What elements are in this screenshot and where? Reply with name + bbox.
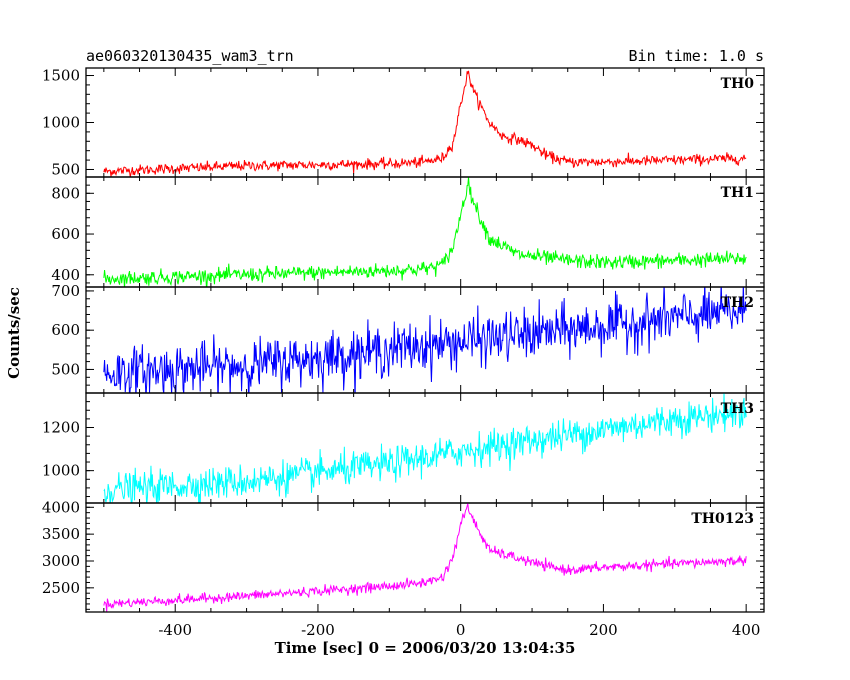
- x-axis-label: Time [sec] 0 = 2006/03/20 13:04:35: [275, 639, 576, 657]
- panel-th2: 500 600 700 TH2: [51, 282, 765, 394]
- y-tick-label: 1000: [42, 462, 80, 480]
- y-tick-label: 800: [51, 184, 80, 202]
- panel-label-th0123: TH0123: [691, 511, 754, 527]
- panel-label-th0: TH0: [721, 76, 755, 92]
- series-line-th0: [103, 70, 747, 177]
- x-axis-ticks: -400 -200 0 200 400: [158, 621, 760, 639]
- series-line-th0123: [103, 503, 747, 612]
- x-tick-label: -200: [301, 621, 335, 639]
- panel-th0123: 2500 3000 3500 4000 TH0123: [42, 498, 765, 613]
- x-tick-label: 400: [732, 621, 761, 639]
- y-tick-label: 3000: [42, 552, 80, 570]
- y-tick-label: 500: [51, 360, 80, 378]
- panel-th1: 400 600 800 TH1: [51, 176, 765, 288]
- panel-label-th1: TH1: [721, 185, 754, 201]
- y-tick-label: 500: [51, 160, 80, 178]
- x-tick-label: 200: [589, 621, 618, 639]
- series-line-th1: [103, 177, 747, 287]
- panel-label-th3: TH3: [721, 401, 754, 417]
- y-tick-label: 600: [51, 321, 80, 339]
- y-tick-label: 3500: [42, 525, 80, 543]
- panel-label-th2: TH2: [721, 295, 754, 311]
- panel-th3: 1000 1200 TH3: [42, 392, 765, 504]
- series-line-th3: [103, 393, 747, 503]
- y-tick-label: 400: [51, 266, 80, 284]
- panel-th0: 500 1000 1500 TH0: [42, 67, 765, 178]
- series-line-th2: [103, 287, 747, 393]
- y-tick-label: 2500: [42, 579, 80, 597]
- y-tick-label: 1500: [42, 67, 80, 85]
- panels-group: 500 1000 1500 TH0 400 600 800 TH1 500 600 700 TH2 10…: [42, 67, 765, 613]
- y-tick-label: 1200: [42, 419, 80, 437]
- chart-title: ae060320130435_wam3_trn: [86, 47, 294, 65]
- x-tick-label: 0: [456, 621, 466, 639]
- y-axis-label: Counts/sec: [5, 287, 23, 379]
- x-tick-label: -400: [158, 621, 192, 639]
- y-tick-label: 4000: [42, 498, 80, 516]
- chart-subtitle: Bin time: 1.0 s: [629, 47, 764, 65]
- y-tick-label: 1000: [42, 114, 80, 132]
- y-tick-label: 600: [51, 225, 80, 243]
- y-tick-label: 700: [51, 282, 80, 300]
